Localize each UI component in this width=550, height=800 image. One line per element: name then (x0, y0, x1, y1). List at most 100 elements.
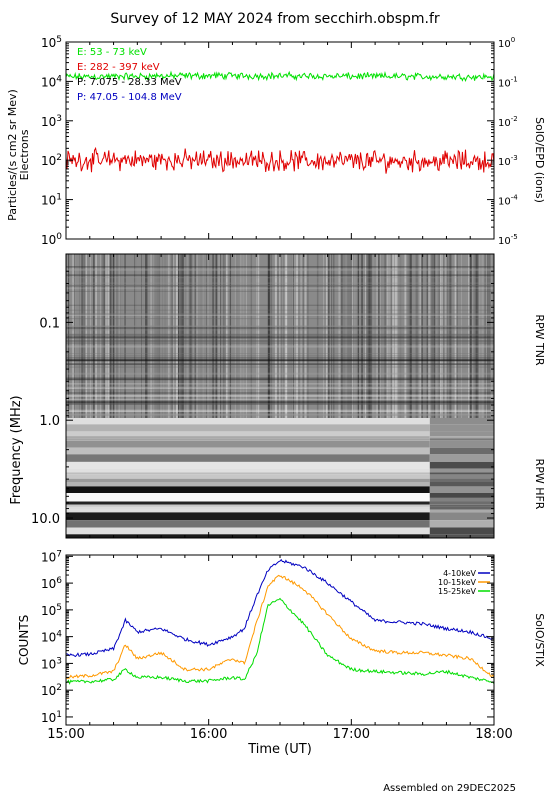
tnr-column (344, 254, 346, 418)
tnr-band (66, 356, 494, 359)
tnr-column (439, 254, 442, 418)
y-tick-label: 103 (41, 656, 62, 671)
tick-base: 10 (498, 236, 511, 247)
x-tick-label: 15:00 (47, 727, 84, 742)
tnr-column (176, 254, 177, 418)
hfr-band (429, 472, 494, 475)
tnr-column (171, 254, 173, 418)
hfr-band (66, 493, 430, 498)
tnr-column (225, 254, 228, 418)
tnr-column (120, 254, 123, 418)
tick-exponent: 4 (56, 74, 62, 84)
tnr-column (253, 254, 255, 418)
tnr-band (66, 409, 494, 412)
tnr-column (330, 254, 332, 418)
tnr-band (66, 366, 494, 368)
tnr-column (280, 254, 283, 418)
tnr-band (66, 358, 494, 361)
tnr-column (368, 254, 371, 418)
tnr-band (66, 337, 494, 340)
tnr-column (134, 254, 135, 418)
y-tick-label: 10-2 (498, 115, 518, 129)
tnr-band (66, 336, 494, 338)
tnr-column (303, 254, 305, 418)
hfr-band (429, 497, 494, 502)
tnr-column (158, 254, 161, 418)
hfr-band (66, 478, 430, 482)
tnr-column (296, 254, 298, 418)
tnr-column (415, 254, 418, 418)
tnr-column (229, 254, 231, 418)
hfr-band (66, 512, 430, 521)
tnr-column (483, 254, 486, 418)
tnr-column (284, 254, 287, 418)
stix-legend-label: 15-25keV (438, 587, 477, 596)
tnr-column (192, 254, 195, 418)
tnr-band (66, 345, 494, 348)
rpw-tick-label: 10.0 (31, 512, 60, 527)
tick-base: 10 (41, 115, 56, 129)
tnr-column (376, 254, 378, 418)
tnr-band (66, 304, 494, 306)
epd-legend-entry: P: 47.05 - 104.8 MeV (77, 92, 182, 103)
tnr-column (179, 254, 181, 418)
y-tick-label: 10-1 (498, 75, 518, 89)
tnr-column (293, 254, 295, 418)
tnr-band (66, 387, 494, 389)
tnr-column (116, 254, 118, 418)
tnr-column (102, 254, 105, 418)
tnr-column (160, 254, 161, 418)
tick-exponent: -3 (511, 154, 518, 162)
tnr-column (145, 254, 147, 418)
hfr-band (66, 506, 430, 510)
tnr-column (304, 254, 307, 418)
tnr-column (355, 254, 358, 418)
tnr-band (66, 392, 494, 394)
tnr-column (323, 254, 325, 418)
tnr-column (316, 254, 319, 418)
tnr-column (186, 254, 189, 418)
tnr-column (181, 254, 184, 418)
tnr-band (66, 363, 494, 366)
hfr-band (429, 493, 494, 498)
tnr-band (66, 313, 494, 316)
tnr-column (268, 254, 270, 418)
tnr-band (66, 411, 494, 412)
tick-base: 10 (498, 197, 511, 208)
tnr-column (223, 254, 226, 418)
tnr-column (94, 254, 97, 418)
tnr-column (240, 254, 242, 418)
tnr-band (66, 359, 494, 362)
tnr-column (468, 254, 470, 418)
tnr-band (66, 414, 494, 416)
tnr-column (286, 254, 288, 418)
tnr-band (66, 314, 494, 316)
x-axis-ticks: 15:00 16:00 17:00 18:00 (47, 42, 513, 742)
tnr-column (164, 254, 167, 418)
tnr-column (119, 254, 121, 418)
tnr-column (93, 254, 95, 418)
tick-base: 10 (41, 75, 56, 89)
tnr-column (347, 254, 350, 418)
stix-series-line (66, 558, 495, 658)
hfr-band (66, 447, 430, 455)
hfr-band (66, 418, 430, 425)
y-tick-label: 105 (41, 35, 62, 50)
hfr-band (429, 486, 494, 493)
x-tick-label: 18:00 (475, 727, 512, 742)
y-tick-label: 102 (41, 153, 62, 168)
hfr-band (429, 527, 494, 535)
tnr-column (307, 254, 309, 418)
tnr-column (386, 254, 389, 418)
hfr-band (66, 472, 430, 475)
tick-exponent: -2 (511, 115, 518, 123)
tnr-band (66, 353, 494, 354)
tnr-column (361, 254, 363, 418)
y-tick-label: 106 (41, 576, 62, 591)
epd-series-layer (65, 70, 495, 174)
y-tick-label: 104 (41, 630, 62, 645)
tick-exponent: 0 (56, 232, 62, 242)
stix-series-line (65, 574, 495, 679)
tnr-column (173, 254, 174, 418)
